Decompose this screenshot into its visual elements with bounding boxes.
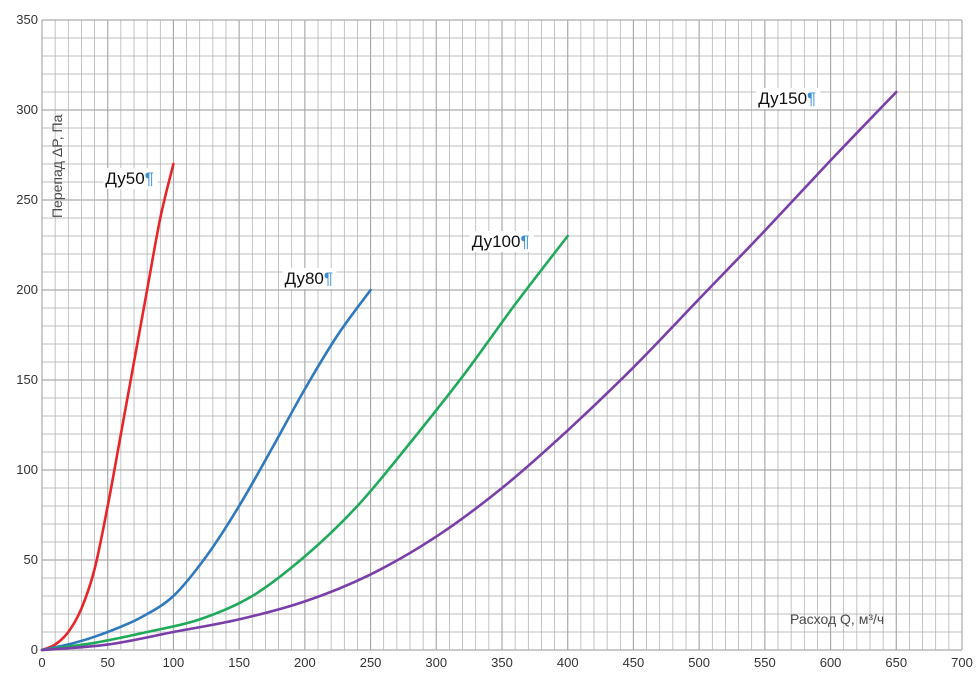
series-labels: Ду50¶ Ду80¶ Ду100¶ Ду150¶	[103, 88, 821, 289]
series-line-Ду80	[40, 288, 372, 652]
pilcrow-icon: ¶	[324, 269, 333, 288]
x-tick-label: 650	[885, 655, 907, 670]
y-axis-label: Перепад ΔP, Па	[49, 114, 65, 218]
pilcrow-icon: ¶	[520, 232, 529, 251]
tick-labels: 0 50 100 150 200 250 300 350 400 450 500 550 600 650 7…	[16, 12, 973, 670]
y-tick-label: 0	[31, 642, 38, 657]
series-label-background	[103, 168, 158, 189]
x-tick-label: 400	[557, 655, 579, 670]
x-tick-label: 150	[228, 655, 250, 670]
y-tick-label: 350	[16, 12, 38, 27]
series-label-background	[756, 88, 821, 109]
series-label-Ду80: Ду80¶	[285, 269, 333, 288]
series-label-Ду150: Ду150¶	[758, 89, 816, 108]
x-tick-label: 500	[688, 655, 710, 670]
y-tick-label: 200	[16, 282, 38, 297]
y-tick-label: 300	[16, 102, 38, 117]
x-tick-label: 350	[491, 655, 513, 670]
x-axis-label: Расход Q, м³/ч	[790, 611, 884, 627]
pilcrow-icon: ¶	[807, 89, 816, 108]
x-tick-label: 200	[294, 655, 316, 670]
series-line-Ду100	[40, 234, 569, 652]
series-label-Ду50: Ду50¶	[105, 169, 153, 188]
x-tick-label: 250	[360, 655, 382, 670]
x-tick-label: 700	[951, 655, 973, 670]
x-tick-label: 450	[623, 655, 645, 670]
y-tick-label: 50	[24, 552, 38, 567]
y-tick-label: 100	[16, 462, 38, 477]
y-tick-label: 150	[16, 372, 38, 387]
x-tick-label: 550	[754, 655, 776, 670]
grid	[41, 19, 963, 651]
y-tick-label: 250	[16, 192, 38, 207]
x-tick-label: 100	[163, 655, 185, 670]
x-tick-label: 300	[425, 655, 447, 670]
series-label-background	[469, 231, 534, 252]
pilcrow-icon: ¶	[145, 169, 154, 188]
x-tick-label: 0	[38, 655, 45, 670]
x-tick-label: 50	[100, 655, 114, 670]
series-label-Ду100: Ду100¶	[472, 232, 530, 251]
series-lines	[40, 90, 898, 652]
series-line-Ду150	[40, 90, 898, 652]
series-line-Ду50	[40, 162, 175, 652]
x-tick-label: 600	[820, 655, 842, 670]
series-label-background	[282, 268, 337, 289]
